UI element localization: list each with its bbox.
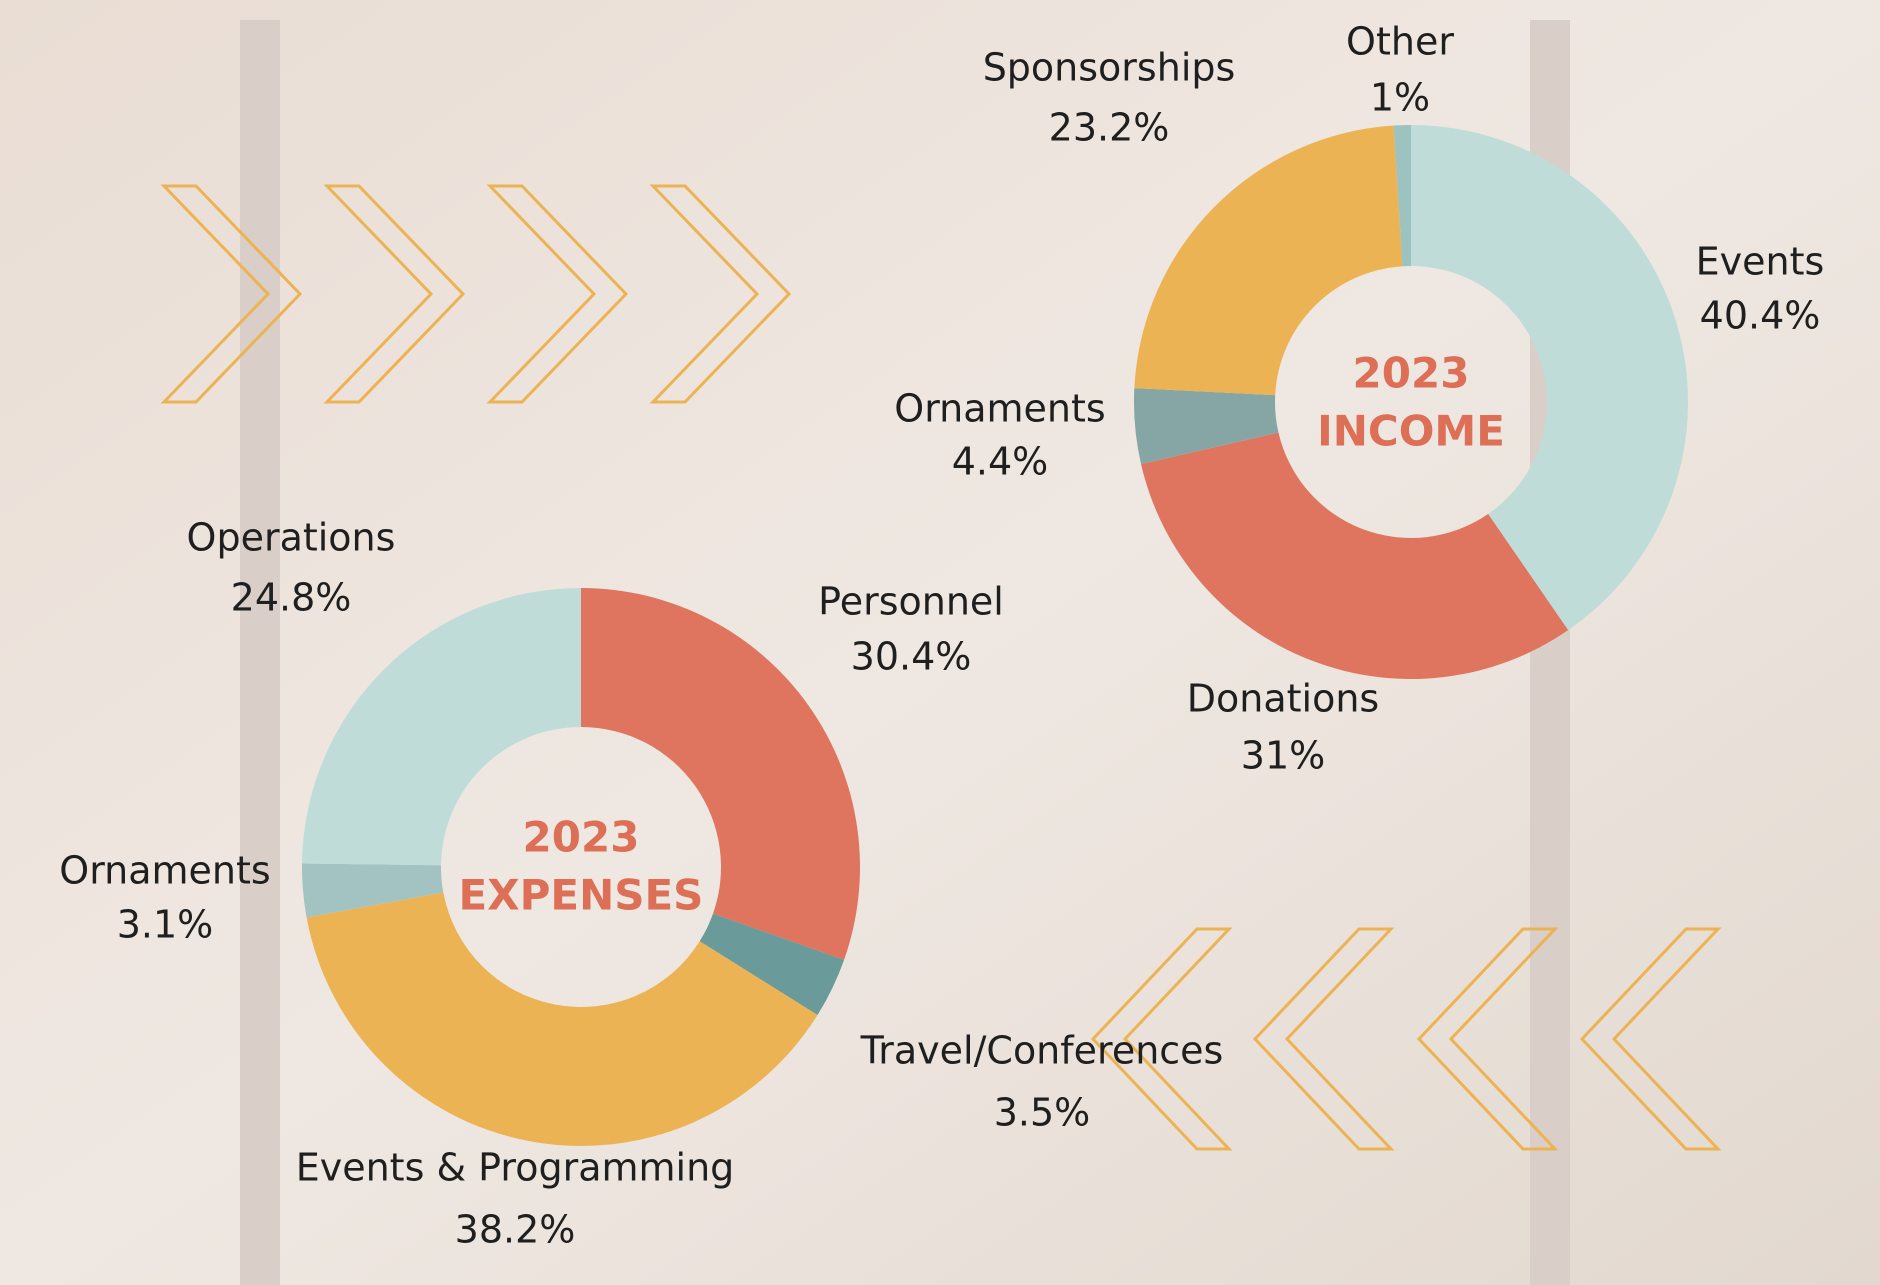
donut-segment	[1411, 125, 1689, 631]
segment-label: Personnel	[818, 580, 1004, 624]
segment-label: Ornaments	[59, 849, 270, 893]
chevron	[486, 184, 629, 404]
segment-label: Operations	[187, 516, 396, 560]
decoration	[160, 184, 1722, 1151]
segment-value: 38.2%	[455, 1208, 576, 1252]
chart-title: EXPENSES	[459, 871, 704, 920]
chevron	[323, 184, 466, 404]
donut-segment	[699, 913, 845, 1016]
pillar	[240, 20, 280, 1285]
segment-label: Donations	[1187, 677, 1379, 721]
segment-value: 4.4%	[952, 440, 1049, 484]
segment-value: 1%	[1370, 76, 1430, 120]
segment-label: Events	[1696, 240, 1825, 284]
segment-value: 31%	[1241, 734, 1325, 778]
donut-segment	[1393, 125, 1411, 267]
segment-label: Ornaments	[894, 387, 1105, 431]
donut-segment	[1134, 125, 1403, 396]
donut-segment	[301, 863, 444, 918]
segment-value: 23.2%	[1049, 106, 1170, 150]
segment-value: 40.4%	[1700, 294, 1821, 338]
chart-title: 2023	[523, 813, 640, 862]
donut-segment	[306, 892, 818, 1146]
donut-segment	[1141, 432, 1569, 680]
chevron	[1579, 927, 1722, 1151]
donut-segment	[302, 588, 581, 866]
donut-segment	[581, 588, 861, 960]
chevron	[1416, 927, 1559, 1151]
segment-label: Sponsorships	[983, 46, 1236, 90]
segment-label: Other	[1346, 20, 1454, 64]
segment-value: 30.4%	[851, 635, 972, 679]
chart-title: 2023	[1353, 349, 1470, 398]
chevron	[1090, 927, 1233, 1151]
segment-value: 3.5%	[994, 1091, 1091, 1135]
segment-label: Events & Programming	[296, 1146, 735, 1190]
segment-label: Travel/Conferences	[860, 1029, 1224, 1073]
chevron	[649, 184, 792, 404]
segment-value: 3.1%	[117, 903, 214, 947]
chart-title: INCOME	[1317, 407, 1505, 456]
chevron	[160, 184, 303, 404]
segment-value: 24.8%	[231, 576, 352, 620]
donut-segment	[1133, 388, 1279, 465]
chevron	[1252, 927, 1395, 1151]
